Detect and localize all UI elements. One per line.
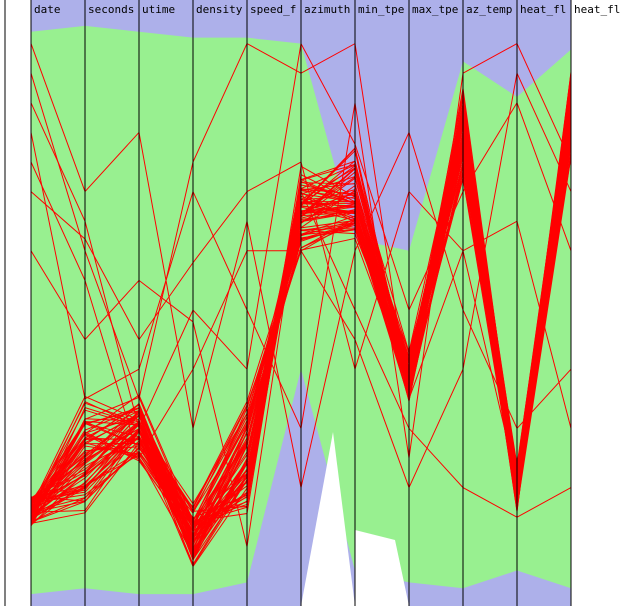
axis-label-0: date (34, 3, 61, 16)
axis-label-7: max_tpe (412, 3, 458, 16)
axis-label-2: utime (142, 3, 175, 16)
empty-region-min-tpe (355, 530, 409, 606)
empty-region-azimuth (301, 432, 355, 606)
axis-label-4: speed_f (250, 3, 296, 16)
axis-label-1: seconds (88, 3, 134, 16)
axis-label-9: heat_fl (520, 3, 566, 16)
axis-label-6: min_tpe (358, 3, 404, 16)
axis-labels-layer: date seconds utime density speed_f azimuth min… (34, 3, 620, 16)
axis-label-3: density (196, 3, 243, 16)
axis-label-8: az_temp (466, 3, 512, 16)
axis-label-10: heat_fl (574, 3, 620, 16)
axes-layer (4, 0, 572, 606)
axis-label-5: azimuth (304, 3, 350, 16)
